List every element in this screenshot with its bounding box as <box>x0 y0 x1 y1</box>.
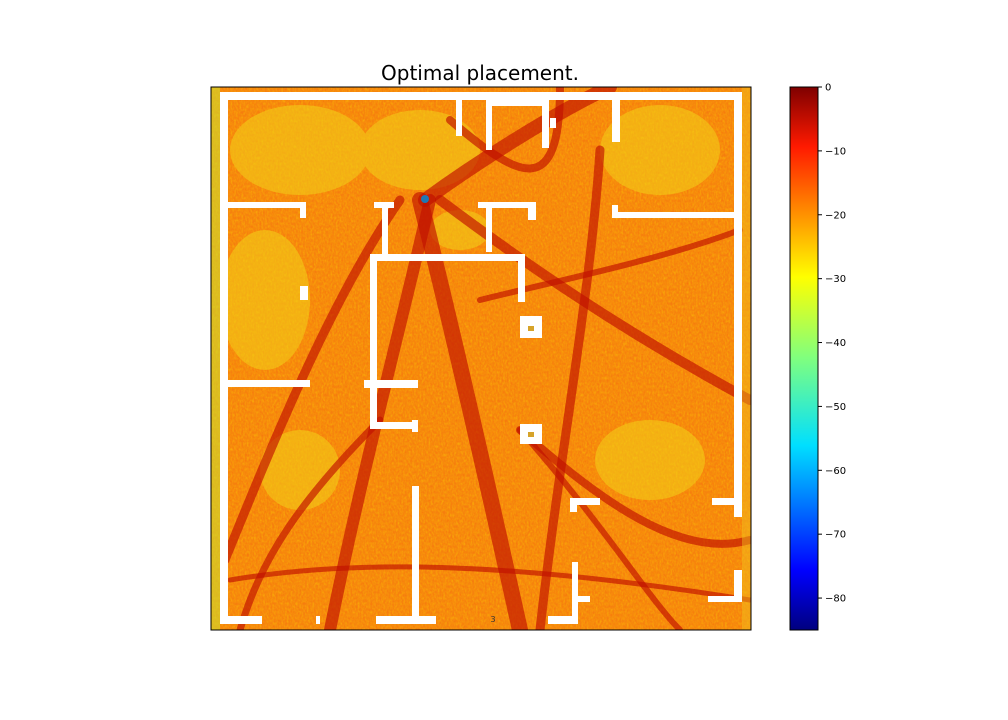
plot-frame <box>210 86 752 631</box>
colorbar: 0 −10 −20 −30 −40 −50 −60 −70 −80 <box>789 83 846 631</box>
colorbar-tick-label: −10 <box>825 146 846 157</box>
colorbar-tick-label: −20 <box>825 210 846 221</box>
colorbar-tick-label: −80 <box>825 594 846 605</box>
colorbar-gradient <box>790 87 818 630</box>
colorbar-tick-label: −40 <box>825 338 846 349</box>
colorbar-tick-label: −70 <box>825 530 846 541</box>
bottom-small-label: 3 <box>490 615 495 624</box>
heatmap-area: 3 <box>211 87 751 630</box>
placement-marker <box>421 195 429 203</box>
colorbar-tick-label: −30 <box>825 274 846 285</box>
walls <box>220 92 742 624</box>
colorbar-tick-label: −50 <box>825 402 846 413</box>
colorbar-tick-label: 0 <box>825 83 831 94</box>
colorbar-tick-label: −60 <box>825 466 846 477</box>
chart-title: Optimal placement. <box>381 61 579 85</box>
